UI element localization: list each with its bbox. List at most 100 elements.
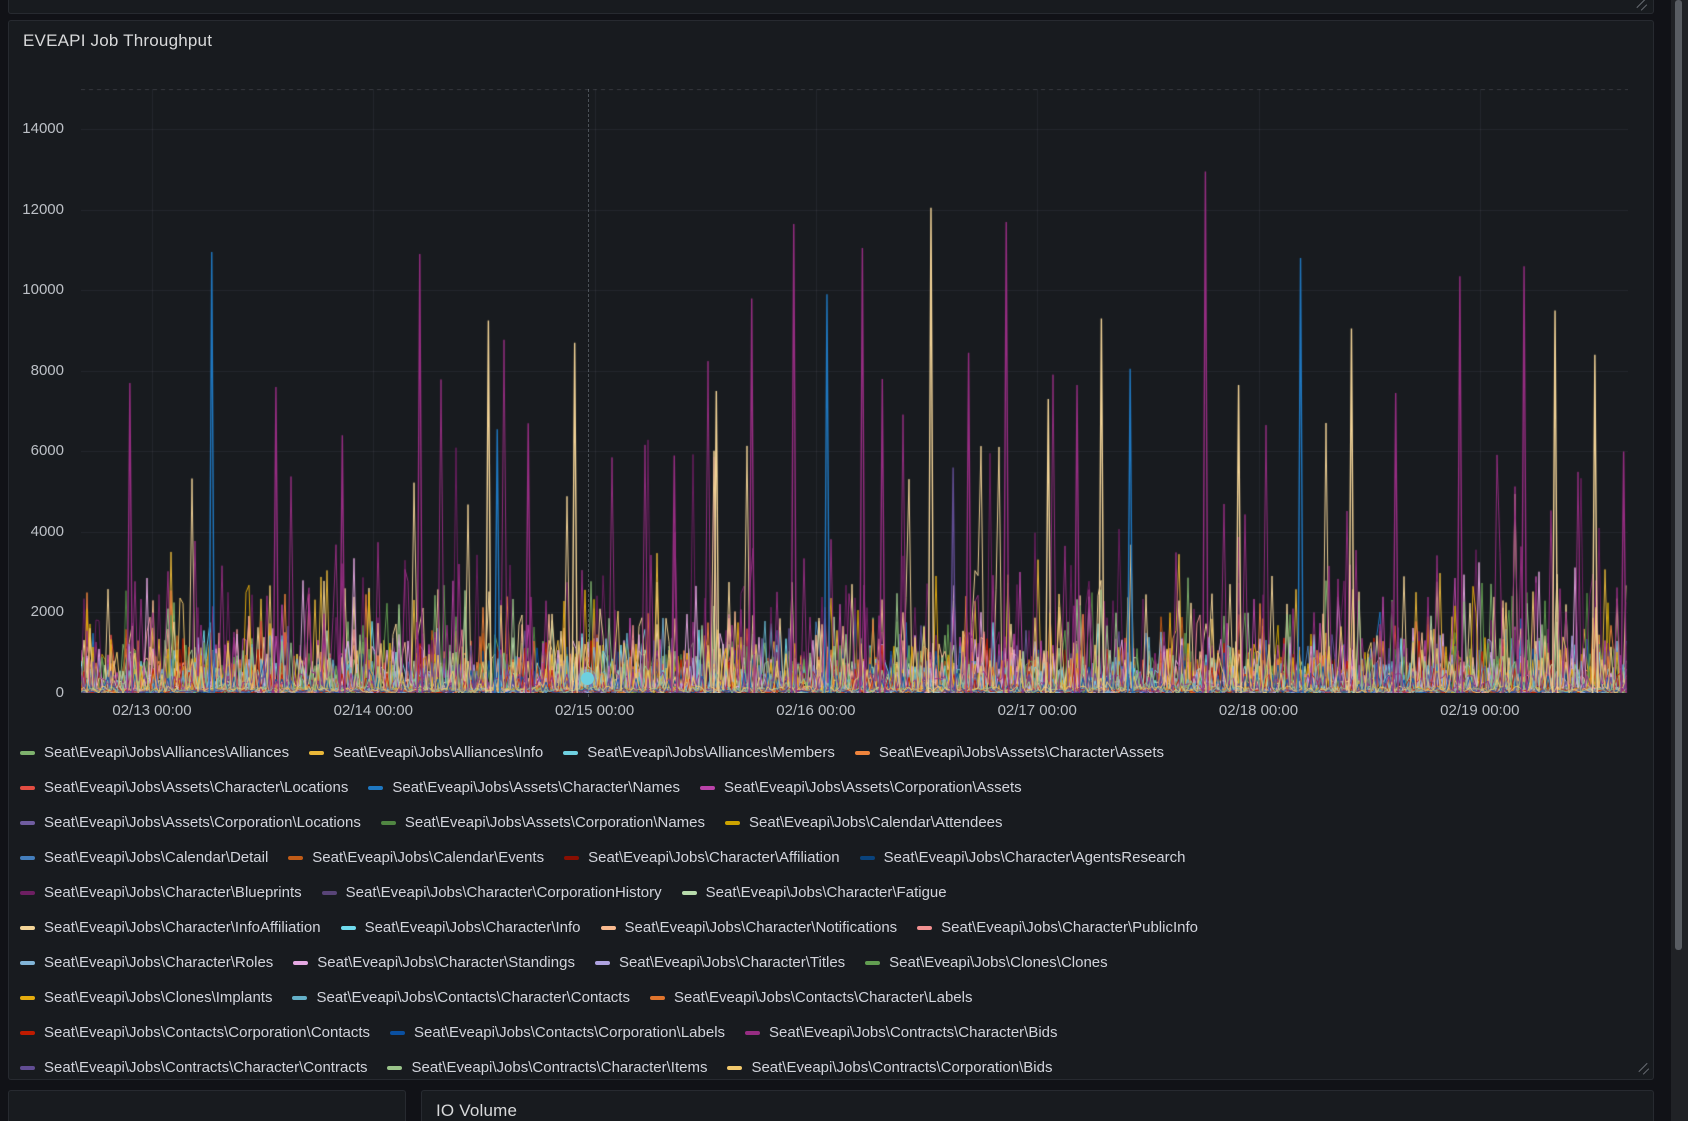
legend-row: Seat\Eveapi\Jobs\Assets\Corporation\Loca…	[20, 805, 1638, 840]
legend-item[interactable]: Seat\Eveapi\Jobs\Assets\Corporation\Loca…	[20, 814, 361, 831]
legend-item[interactable]: Seat\Eveapi\Jobs\Character\Standings	[293, 954, 575, 971]
legend-item[interactable]: Seat\Eveapi\Jobs\Contracts\Character\Ite…	[387, 1059, 707, 1076]
y-axis-tick-label: 12000	[22, 200, 64, 218]
legend-item[interactable]: Seat\Eveapi\Jobs\Character\InfoAffiliati…	[20, 919, 321, 936]
legend-item[interactable]: Seat\Eveapi\Jobs\Character\Info	[340, 919, 581, 936]
legend-item[interactable]: Seat\Eveapi\Jobs\Character\Roles	[20, 954, 273, 971]
legend-item[interactable]: Seat\Eveapi\Jobs\Character\AgentsResearc…	[859, 849, 1185, 866]
legend-series-label: Seat\Eveapi\Jobs\Alliances\Alliances	[44, 744, 290, 761]
panel-above-bottom-edge	[8, 0, 1654, 14]
legend-series-marker	[20, 960, 35, 965]
legend-series-marker	[20, 1065, 35, 1070]
legend-series-label: Seat\Eveapi\Jobs\Character\Roles	[44, 954, 274, 971]
legend-series-label: Seat\Eveapi\Jobs\Character\InfoAffiliati…	[44, 919, 321, 936]
legend-item[interactable]: Seat\Eveapi\Jobs\Assets\Corporation\Name…	[380, 814, 705, 831]
legend-series-marker	[727, 1065, 743, 1070]
legend-series-marker	[20, 890, 35, 895]
panel-resize-handle[interactable]	[1634, 0, 1648, 11]
legend-series-label: Seat\Eveapi\Jobs\Contacts\Corporation\Co…	[44, 1024, 371, 1041]
legend-item[interactable]: Seat\Eveapi\Jobs\Character\Titles	[594, 954, 845, 971]
panel-resize-handle[interactable]	[1636, 1062, 1650, 1075]
legend-item[interactable]: Seat\Eveapi\Jobs\Contracts\Character\Con…	[20, 1059, 367, 1076]
legend-series-label: Seat\Eveapi\Jobs\Contacts\Character\Labe…	[673, 989, 973, 1006]
legend-series-marker	[20, 995, 35, 1000]
hover-point-marker	[581, 672, 595, 686]
legend-series-label: Seat\Eveapi\Jobs\Clones\Clones	[889, 954, 1108, 971]
x-axis-tick-label: 02/17 00:00	[997, 702, 1077, 719]
legend-series-marker	[390, 1030, 406, 1035]
legend-row: Seat\Eveapi\Jobs\Calendar\Detail Seat\Eve…	[20, 840, 1638, 875]
y-axis-tick-label: 6000	[30, 442, 64, 460]
legend-series-label: Seat\Eveapi\Jobs\Contracts\Character\Bid…	[769, 1024, 1058, 1041]
legend-item[interactable]: Seat\Eveapi\Jobs\Assets\Corporation\Asse…	[699, 779, 1022, 796]
panel-title[interactable]: EVEAPI Job Throughput	[23, 31, 213, 50]
legend-item[interactable]: Seat\Eveapi\Jobs\Assets\Character\Assets	[854, 744, 1164, 761]
legend-row: Seat\Eveapi\Jobs\Contracts\Character\Con…	[20, 1050, 1638, 1080]
legend-series-label: Seat\Eveapi\Jobs\Assets\Character\Locati…	[44, 779, 349, 796]
y-axis-tick-label: 2000	[30, 603, 64, 621]
scrollbar-track[interactable]	[1671, 0, 1688, 1121]
legend-series-label: Seat\Eveapi\Jobs\Contracts\Character\Ite…	[411, 1059, 708, 1076]
legend-item[interactable]: Seat\Eveapi\Jobs\Calendar\Detail	[20, 849, 268, 866]
legend-item[interactable]: Seat\Eveapi\Jobs\Character\Notifications	[600, 919, 897, 936]
legend-row: Seat\Eveapi\Jobs\Character\Roles Seat\Eve…	[20, 945, 1638, 980]
y-axis-tick-label: 8000	[30, 361, 64, 379]
x-axis-tick-label: 02/16 00:00	[776, 702, 856, 719]
scrollbar-thumb[interactable]	[1675, 0, 1682, 950]
legend-item[interactable]: Seat\Eveapi\Jobs\Alliances\Alliances	[20, 744, 289, 761]
legend-item[interactable]: Seat\Eveapi\Jobs\Assets\Character\Names	[368, 779, 680, 796]
legend-item[interactable]: Seat\Eveapi\Jobs\Contacts\Character\Labe…	[649, 989, 973, 1006]
legend-series-marker	[321, 890, 337, 895]
legend-series-marker	[865, 960, 881, 965]
legend-series-marker	[20, 820, 35, 825]
legend-series-label: Seat\Eveapi\Jobs\Character\Standings	[317, 954, 575, 971]
bottom-right-panel: IO Volume	[421, 1090, 1654, 1121]
legend-item[interactable]: Seat\Eveapi\Jobs\Clones\Clones	[865, 954, 1108, 971]
legend-item[interactable]: Seat\Eveapi\Jobs\Contacts\Corporation\Co…	[20, 1024, 370, 1041]
legend-series-marker	[309, 750, 325, 755]
legend-series-label: Seat\Eveapi\Jobs\Contracts\Character\Con…	[44, 1059, 368, 1076]
legend-item[interactable]: Seat\Eveapi\Jobs\Calendar\Attendees	[725, 814, 1003, 831]
legend-item[interactable]: Seat\Eveapi\Jobs\Character\Affiliation	[564, 849, 840, 866]
legend-row: Seat\Eveapi\Jobs\Character\InfoAffiliati…	[20, 910, 1638, 945]
legend-item[interactable]: Seat\Eveapi\Jobs\Contacts\Corporation\La…	[390, 1024, 725, 1041]
legend-series-marker	[20, 925, 35, 930]
legend-item[interactable]: Seat\Eveapi\Jobs\Character\PublicInfo	[917, 919, 1198, 936]
legend-item[interactable]: Seat\Eveapi\Jobs\Character\Blueprints	[20, 884, 302, 901]
legend-row: Seat\Eveapi\Jobs\Character\Blueprints Sea…	[20, 875, 1638, 910]
legend-item[interactable]: Seat\Eveapi\Jobs\Character\CorporationHi…	[321, 884, 662, 901]
legend-series-marker	[293, 960, 309, 965]
legend-series-marker	[745, 1030, 761, 1035]
legend-series-label: Seat\Eveapi\Jobs\Clones\Implants	[44, 989, 273, 1006]
legend-series-label: Seat\Eveapi\Jobs\Calendar\Events	[312, 849, 545, 866]
legend-series-marker	[600, 925, 616, 930]
legend-item[interactable]: Seat\Eveapi\Jobs\Contacts\Character\Cont…	[292, 989, 630, 1006]
legend-item[interactable]: Seat\Eveapi\Jobs\Character\Fatigue	[681, 884, 947, 901]
legend-series-label: Seat\Eveapi\Jobs\Assets\Character\Names	[392, 779, 680, 796]
legend-series-marker	[340, 925, 356, 930]
legend-item[interactable]: Seat\Eveapi\Jobs\Calendar\Events	[288, 849, 544, 866]
legend-item[interactable]: Seat\Eveapi\Jobs\Contracts\Character\Bid…	[745, 1024, 1058, 1041]
legend-series-label: Seat\Eveapi\Jobs\Alliances\Members	[587, 744, 835, 761]
legend-series-label: Seat\Eveapi\Jobs\Alliances\Info	[333, 744, 544, 761]
legend-series-label: Seat\Eveapi\Jobs\Assets\Corporation\Loca…	[44, 814, 361, 831]
panel-title[interactable]: IO Volume	[436, 1101, 518, 1120]
legend-series-marker	[725, 820, 741, 825]
legend-series-marker	[292, 995, 308, 1000]
legend-row: Seat\Eveapi\Jobs\Clones\Implants Seat\Eve…	[20, 980, 1638, 1015]
legend-item[interactable]: Seat\Eveapi\Jobs\Clones\Implants	[20, 989, 272, 1006]
legend-series-label: Seat\Eveapi\Jobs\Contacts\Corporation\La…	[414, 1024, 726, 1041]
legend-item[interactable]: Seat\Eveapi\Jobs\Contracts\Corporation\B…	[727, 1059, 1052, 1076]
legend-item[interactable]: Seat\Eveapi\Jobs\Alliances\Members	[563, 744, 835, 761]
throughput-chart-canvas[interactable]	[81, 89, 1628, 693]
legend-series-label: Seat\Eveapi\Jobs\Contacts\Character\Cont…	[316, 989, 630, 1006]
legend-item[interactable]: Seat\Eveapi\Jobs\Alliances\Info	[309, 744, 543, 761]
bottom-left-panel	[8, 1090, 406, 1121]
legend-series-marker	[368, 785, 384, 790]
x-axis-tick-label: 02/13 00:00	[112, 702, 192, 719]
legend-item[interactable]: Seat\Eveapi\Jobs\Assets\Character\Locati…	[20, 779, 348, 796]
legend-row: Seat\Eveapi\Jobs\Assets\Character\Locati…	[20, 770, 1638, 805]
legend-series-label: Seat\Eveapi\Jobs\Character\Affiliation	[588, 849, 840, 866]
legend-series-marker	[564, 855, 580, 860]
